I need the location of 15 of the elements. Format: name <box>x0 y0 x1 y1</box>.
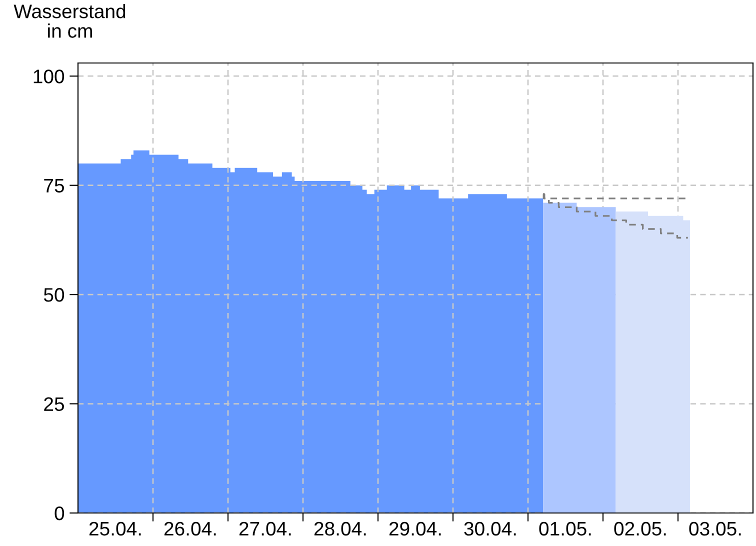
x-tick-label: 29.04. <box>389 522 441 536</box>
y-tick-label: 50 <box>44 288 64 302</box>
y-tick-label: 25 <box>44 397 64 412</box>
x-tick-label: 28.04. <box>314 522 366 536</box>
x-tick-label: 25.04. <box>89 522 141 536</box>
x-tick-label: 02.05. <box>614 522 666 536</box>
x-tick-label: 01.05. <box>539 522 591 536</box>
y-tick-label: 100 <box>34 70 64 84</box>
y-tick-label: 0 <box>54 506 64 520</box>
y-axis-title: Wasserstand in cm <box>14 4 126 38</box>
y-tick-label: 75 <box>44 179 64 193</box>
x-tick-label: 30.04. <box>464 522 516 536</box>
x-tick-label: 26.04. <box>164 522 216 536</box>
x-tick-label: 27.04. <box>239 522 291 536</box>
x-tick-label: 03.05. <box>689 522 741 536</box>
